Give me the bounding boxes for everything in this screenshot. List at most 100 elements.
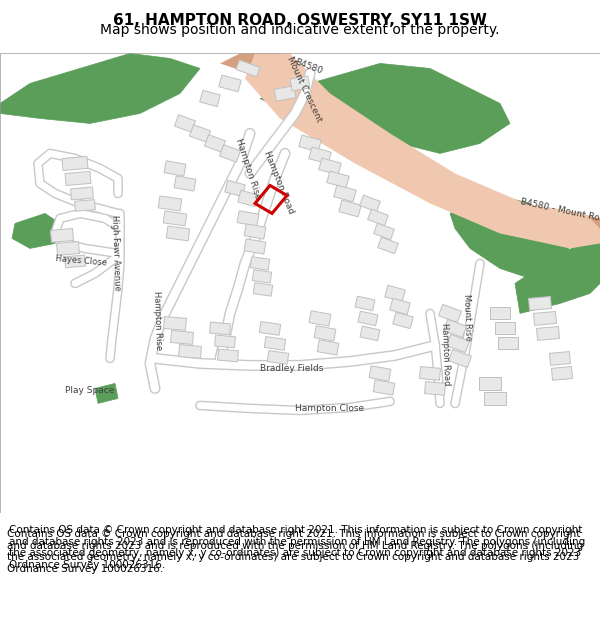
Polygon shape xyxy=(533,311,556,326)
Polygon shape xyxy=(268,351,289,364)
Polygon shape xyxy=(175,115,196,132)
Polygon shape xyxy=(190,125,211,142)
Polygon shape xyxy=(339,200,361,217)
Polygon shape xyxy=(327,171,349,188)
Polygon shape xyxy=(50,229,73,242)
Text: Contains OS data © Crown copyright and database right 2021. This information is : Contains OS data © Crown copyright and d… xyxy=(7,529,583,574)
Text: Mount Rise: Mount Rise xyxy=(462,293,473,341)
Polygon shape xyxy=(425,382,445,395)
Polygon shape xyxy=(369,366,391,381)
Polygon shape xyxy=(237,211,259,226)
Polygon shape xyxy=(385,286,405,301)
Polygon shape xyxy=(495,322,515,334)
Polygon shape xyxy=(373,380,395,395)
Polygon shape xyxy=(166,226,190,241)
Polygon shape xyxy=(446,334,469,352)
Polygon shape xyxy=(65,171,91,186)
Text: Map shows position and indicative extent of the property.: Map shows position and indicative extent… xyxy=(100,23,500,37)
Polygon shape xyxy=(95,383,118,404)
Polygon shape xyxy=(309,311,331,326)
Polygon shape xyxy=(265,337,286,350)
Polygon shape xyxy=(250,257,269,270)
Polygon shape xyxy=(536,326,559,341)
Polygon shape xyxy=(179,344,202,358)
Polygon shape xyxy=(290,76,310,91)
Text: Hampton Rise: Hampton Rise xyxy=(152,291,163,351)
Polygon shape xyxy=(529,296,551,311)
Polygon shape xyxy=(225,181,245,196)
Polygon shape xyxy=(244,239,266,254)
Polygon shape xyxy=(245,53,600,248)
Polygon shape xyxy=(238,191,258,206)
Polygon shape xyxy=(449,349,472,368)
Polygon shape xyxy=(374,223,394,239)
Polygon shape xyxy=(0,53,200,124)
Polygon shape xyxy=(299,135,321,152)
Text: B4580 - Mount Road: B4580 - Mount Road xyxy=(520,198,600,226)
Polygon shape xyxy=(317,340,339,355)
Polygon shape xyxy=(393,312,413,329)
Polygon shape xyxy=(309,147,331,164)
Polygon shape xyxy=(200,91,220,106)
Polygon shape xyxy=(498,338,518,349)
Polygon shape xyxy=(164,161,186,176)
Polygon shape xyxy=(205,135,226,152)
Polygon shape xyxy=(314,326,336,341)
Polygon shape xyxy=(419,367,440,380)
Polygon shape xyxy=(74,199,95,211)
Polygon shape xyxy=(244,224,266,239)
Polygon shape xyxy=(164,316,187,331)
Polygon shape xyxy=(355,296,375,311)
Text: Play Space: Play Space xyxy=(65,386,115,396)
Polygon shape xyxy=(274,86,296,101)
Text: Mount Crescent: Mount Crescent xyxy=(285,55,323,124)
Text: 61, HAMPTON ROAD, OSWESTRY, SY11 1SW: 61, HAMPTON ROAD, OSWESTRY, SY11 1SW xyxy=(113,12,487,28)
Polygon shape xyxy=(484,392,506,405)
Polygon shape xyxy=(253,270,272,283)
Polygon shape xyxy=(163,211,187,226)
Polygon shape xyxy=(358,311,378,326)
Polygon shape xyxy=(490,308,510,319)
Text: Hampton Road: Hampton Road xyxy=(262,150,295,216)
Polygon shape xyxy=(220,53,600,243)
Polygon shape xyxy=(259,322,281,335)
Polygon shape xyxy=(450,194,570,279)
Polygon shape xyxy=(515,233,600,314)
Polygon shape xyxy=(174,176,196,191)
Polygon shape xyxy=(56,241,79,256)
Polygon shape xyxy=(479,377,501,390)
Polygon shape xyxy=(158,196,182,211)
Polygon shape xyxy=(209,322,230,335)
Polygon shape xyxy=(170,331,193,344)
Polygon shape xyxy=(359,195,380,212)
Text: Bradley Fields: Bradley Fields xyxy=(260,364,323,373)
Text: Hayes Close: Hayes Close xyxy=(55,254,107,268)
Text: Hampton Rise: Hampton Rise xyxy=(234,137,262,201)
Polygon shape xyxy=(334,185,356,202)
Text: B4580: B4580 xyxy=(293,57,323,76)
Polygon shape xyxy=(219,75,241,92)
Text: Contains OS data © Crown copyright and database right 2021. This information is : Contains OS data © Crown copyright and d… xyxy=(9,525,585,570)
Polygon shape xyxy=(220,145,241,162)
Polygon shape xyxy=(551,367,572,380)
Polygon shape xyxy=(65,255,85,268)
Text: Hampton Close: Hampton Close xyxy=(295,404,364,414)
Text: Hampton Road: Hampton Road xyxy=(440,322,451,386)
Polygon shape xyxy=(260,63,510,153)
Polygon shape xyxy=(439,304,461,322)
Text: High Fawr Avenue: High Fawr Avenue xyxy=(110,214,122,291)
Polygon shape xyxy=(443,319,466,338)
Polygon shape xyxy=(12,213,60,248)
Polygon shape xyxy=(360,326,380,341)
Polygon shape xyxy=(62,156,88,171)
Polygon shape xyxy=(253,282,272,296)
Polygon shape xyxy=(71,187,94,200)
Polygon shape xyxy=(390,298,410,314)
Polygon shape xyxy=(377,238,398,254)
Polygon shape xyxy=(215,335,235,348)
Polygon shape xyxy=(319,158,341,175)
Polygon shape xyxy=(218,349,238,362)
Polygon shape xyxy=(550,352,571,365)
Polygon shape xyxy=(368,209,388,226)
Polygon shape xyxy=(236,60,260,77)
